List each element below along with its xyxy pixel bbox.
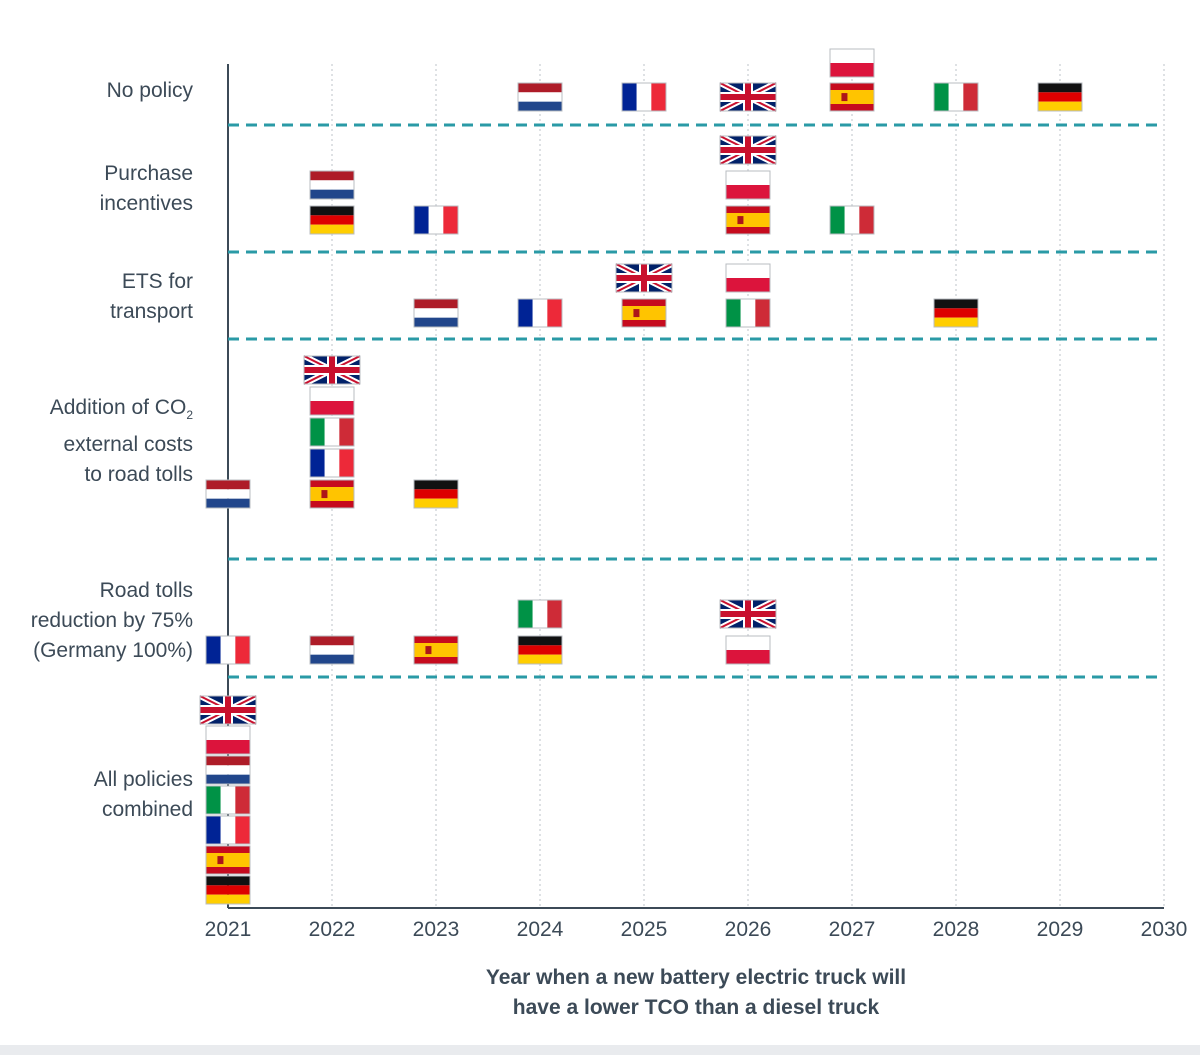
x-tick-label: 2030 xyxy=(1140,918,1188,941)
flag-pl-icon xyxy=(725,263,771,293)
flag-de-icon xyxy=(933,298,979,328)
x-tick-label: 2022 xyxy=(308,918,356,941)
flag-uk-icon xyxy=(718,133,778,167)
flag-it-icon xyxy=(205,785,251,815)
row-label-line: ETS for xyxy=(121,270,193,293)
flag-nl-icon xyxy=(205,479,251,509)
flag-pl-icon xyxy=(829,48,875,78)
flag-uk-icon xyxy=(198,693,258,727)
row-label-line: transport xyxy=(110,300,193,323)
flag-es-icon xyxy=(725,205,771,235)
flag-uk-icon xyxy=(718,597,778,631)
row-label-line: reduction by 75% xyxy=(30,609,193,632)
flag-fr-icon xyxy=(621,82,667,112)
flag-nl-icon xyxy=(413,298,459,328)
row-label-line: to road tolls xyxy=(84,463,193,487)
x-axis-label-line: have a lower TCO than a diesel truck xyxy=(512,996,880,1019)
row-label-co2-external-costs: Addition of CO2 external costs to road t… xyxy=(50,393,193,490)
flag-pl-icon xyxy=(725,170,771,200)
flag-it-icon xyxy=(725,298,771,328)
x-tick-label: 2029 xyxy=(1036,918,1084,941)
flag-fr-icon xyxy=(205,815,251,845)
flag-pl-icon xyxy=(725,635,771,665)
flag-es-icon xyxy=(413,635,459,665)
flag-de-icon xyxy=(517,635,563,665)
flag-de-icon xyxy=(309,205,355,235)
flag-pl-icon xyxy=(309,386,355,416)
flag-de-icon xyxy=(413,479,459,509)
row-label-road-tolls: Road tolls reduction by 75% (Germany 100… xyxy=(31,576,193,666)
flag-es-icon xyxy=(621,298,667,328)
x-tick-label: 2027 xyxy=(828,918,876,941)
flag-it-icon xyxy=(309,417,355,447)
flag-pl-icon xyxy=(205,725,251,755)
x-tick-label: 2024 xyxy=(516,918,564,941)
flag-fr-icon xyxy=(309,448,355,478)
flag-fr-icon xyxy=(413,205,459,235)
flag-nl-icon xyxy=(517,82,563,112)
x-tick-label: 2028 xyxy=(932,918,980,941)
flag-nl-icon xyxy=(309,635,355,665)
flag-fr-icon xyxy=(205,635,251,665)
flag-uk-icon xyxy=(718,80,778,114)
row-label-line: All policies xyxy=(93,768,193,791)
x-axis-label: Year when a new battery electric truck w… xyxy=(396,963,996,1023)
x-axis-label-line: Year when a new battery electric truck w… xyxy=(485,966,907,989)
flag-it-icon xyxy=(933,82,979,112)
row-label-line: (Germany 100%) xyxy=(33,639,193,662)
flag-de-icon xyxy=(205,875,251,905)
row-label-line: Purchase xyxy=(104,162,193,185)
x-tick-label: 2023 xyxy=(412,918,460,941)
flag-nl-icon xyxy=(205,755,251,785)
row-label-line: Addition of CO2 xyxy=(50,393,193,430)
flag-nl-icon xyxy=(309,170,355,200)
row-label-line: Road tolls xyxy=(99,579,193,602)
bottom-band xyxy=(0,1045,1200,1055)
row-label-line: external costs xyxy=(63,433,193,457)
row-label-line: combined xyxy=(101,798,193,821)
row-label-all-policies: All policies combined xyxy=(94,765,193,825)
flag-es-icon xyxy=(205,845,251,875)
flag-uk-icon xyxy=(302,353,362,387)
co2-subscript: 2 xyxy=(186,408,193,423)
x-tick-label: 2026 xyxy=(724,918,772,941)
flag-uk-icon xyxy=(614,261,674,295)
row-label-purchase-incentives: Purchase incentives xyxy=(100,159,193,219)
flag-es-icon xyxy=(829,82,875,112)
flag-fr-icon xyxy=(517,298,563,328)
row-label-line: No policy xyxy=(106,79,193,102)
row-label-no-policy: No policy xyxy=(107,76,193,106)
flag-de-icon xyxy=(1037,82,1083,112)
x-tick-label: 2021 xyxy=(204,918,252,941)
flag-es-icon xyxy=(309,479,355,509)
flag-it-icon xyxy=(829,205,875,235)
flag-it-icon xyxy=(517,599,563,629)
row-label-co2-text: Addition of CO xyxy=(49,396,187,419)
row-label-line: incentives xyxy=(99,192,193,215)
row-label-ets-transport: ETS for transport xyxy=(110,267,193,327)
x-tick-label: 2025 xyxy=(620,918,668,941)
